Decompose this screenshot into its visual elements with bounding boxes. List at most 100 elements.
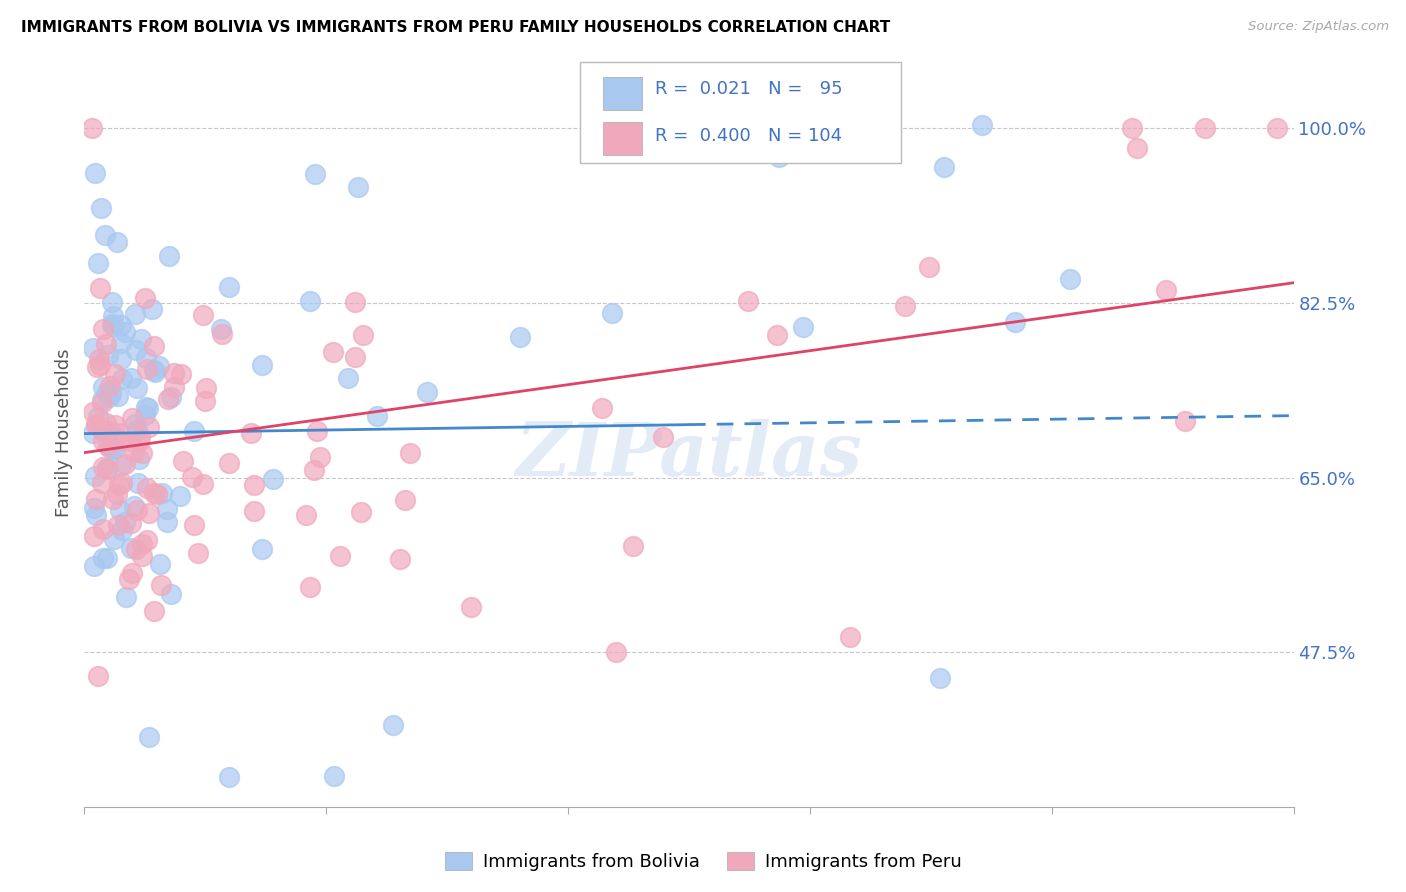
- Point: [344, 350, 367, 364]
- Point: [218, 279, 240, 293]
- Point: [136, 361, 159, 376]
- Point: [135, 481, 157, 495]
- Point: [101, 317, 124, 331]
- Point: [651, 430, 673, 444]
- Point: [94, 337, 117, 351]
- Point: [96, 461, 118, 475]
- Point: [138, 506, 160, 520]
- Point: [84, 417, 107, 432]
- Point: [143, 604, 166, 618]
- Point: [605, 645, 627, 659]
- Point: [156, 502, 179, 516]
- Point: [1194, 120, 1216, 135]
- Point: [1126, 141, 1149, 155]
- Point: [194, 393, 217, 408]
- Point: [82, 120, 104, 135]
- Point: [322, 768, 344, 782]
- Point: [108, 503, 131, 517]
- Point: [591, 401, 613, 415]
- Point: [110, 351, 132, 366]
- Point: [250, 541, 273, 556]
- Point: [98, 390, 121, 404]
- Point: [398, 446, 420, 460]
- Point: [1121, 120, 1143, 135]
- Point: [250, 358, 273, 372]
- Point: [104, 367, 127, 381]
- Point: [110, 336, 132, 351]
- Point: [138, 731, 160, 745]
- Text: R =  0.021   N =   95: R = 0.021 N = 95: [655, 80, 842, 98]
- Point: [118, 572, 141, 586]
- Point: [124, 417, 146, 431]
- Point: [136, 401, 159, 416]
- Point: [84, 417, 107, 431]
- Point: [86, 668, 108, 682]
- Point: [91, 550, 114, 565]
- Point: [134, 408, 156, 422]
- Point: [87, 256, 110, 270]
- Point: [138, 420, 160, 434]
- Point: [135, 351, 157, 365]
- Point: [114, 591, 136, 605]
- Point: [91, 393, 114, 408]
- Point: [934, 160, 956, 174]
- Point: [304, 167, 326, 181]
- Point: [792, 320, 814, 334]
- Point: [1154, 283, 1177, 297]
- Point: [121, 410, 143, 425]
- Point: [322, 345, 344, 359]
- Point: [394, 493, 416, 508]
- Point: [180, 470, 202, 484]
- Point: [1004, 315, 1026, 329]
- Point: [96, 462, 118, 476]
- Point: [163, 380, 186, 394]
- Point: [308, 450, 330, 464]
- Point: [602, 306, 624, 320]
- Point: [110, 458, 132, 472]
- Point: [262, 472, 284, 486]
- Point: [83, 166, 105, 180]
- Point: [108, 433, 131, 447]
- Point: [103, 442, 125, 456]
- Point: [91, 459, 114, 474]
- Point: [98, 441, 121, 455]
- Text: ZIPatlas: ZIPatlas: [516, 419, 862, 491]
- Point: [243, 504, 266, 518]
- Point: [150, 486, 173, 500]
- Legend: Immigrants from Bolivia, Immigrants from Peru: Immigrants from Bolivia, Immigrants from…: [437, 845, 969, 879]
- Point: [96, 384, 118, 399]
- Point: [127, 503, 149, 517]
- Point: [91, 396, 114, 410]
- Point: [156, 392, 179, 406]
- Point: [928, 671, 950, 685]
- Point: [128, 434, 150, 449]
- Point: [163, 366, 186, 380]
- Point: [86, 359, 108, 374]
- Point: [82, 425, 104, 440]
- Point: [183, 424, 205, 438]
- Point: [110, 426, 132, 441]
- Point: [104, 417, 127, 432]
- Point: [304, 463, 326, 477]
- Point: [91, 322, 114, 336]
- Point: [509, 330, 531, 344]
- Point: [118, 434, 141, 448]
- Point: [82, 341, 104, 355]
- Point: [350, 505, 373, 519]
- Point: [1267, 120, 1289, 135]
- Point: [145, 487, 167, 501]
- Point: [131, 537, 153, 551]
- Point: [194, 381, 217, 395]
- Point: [169, 367, 191, 381]
- Point: [191, 308, 214, 322]
- Point: [103, 318, 125, 333]
- Point: [135, 533, 157, 547]
- Point: [120, 541, 142, 555]
- Point: [97, 348, 120, 362]
- Point: [114, 457, 136, 471]
- Point: [103, 492, 125, 507]
- Bar: [603, 121, 641, 155]
- Point: [83, 559, 105, 574]
- Point: [157, 249, 180, 263]
- Point: [111, 372, 134, 386]
